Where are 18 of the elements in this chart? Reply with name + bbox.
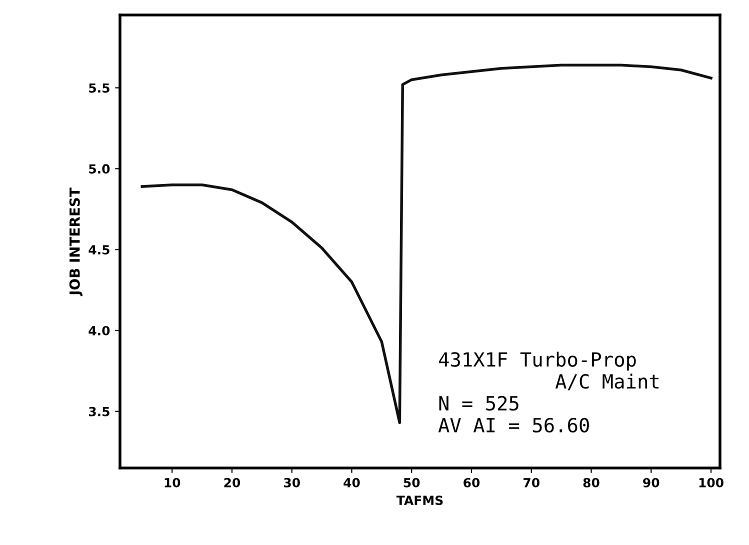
x-tick-label: 90	[643, 478, 660, 488]
x-tick-label: 60	[464, 478, 480, 488]
x-tick-label: 70	[524, 478, 540, 488]
x-tick-label: 40	[344, 478, 360, 488]
x-tick-label: 80	[583, 478, 600, 488]
y-tick-label: 5.0	[89, 164, 110, 174]
x-tick-label: 30	[284, 478, 300, 488]
x-tick-label: 20	[224, 478, 240, 488]
y-tick-label: 4.5	[88, 245, 110, 255]
y-tick-label: 3.5	[88, 406, 110, 416]
x-tick-label: 50	[404, 478, 420, 488]
x-tick-label: 10	[164, 478, 180, 488]
y-tick-label: 5.5	[89, 83, 110, 93]
y-axis-title: JOB INTEREST	[69, 188, 82, 296]
x-axis-title: TAFMS	[396, 496, 443, 506]
x-tick-label: 100	[699, 478, 724, 488]
y-tick-label: 4.0	[88, 326, 110, 336]
text: 431X1F Turbo-Prop A/C Maint N = 525 AV AI = 56.60	[438, 352, 659, 433]
